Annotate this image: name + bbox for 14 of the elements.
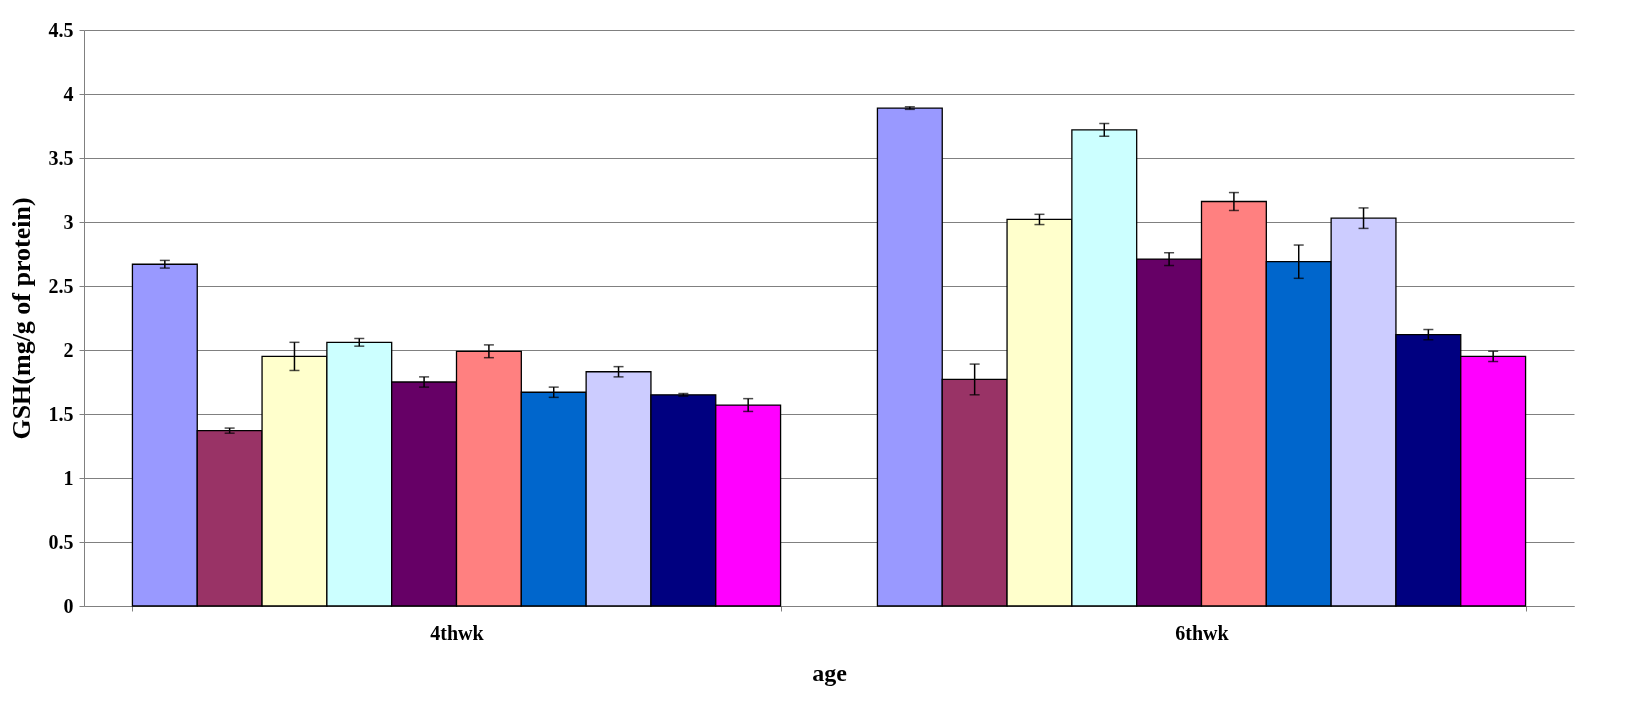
y-tick-label: 4.5	[48, 18, 74, 41]
y-tick-label: 1.5	[48, 402, 74, 425]
y-tick-label: 2.5	[48, 274, 74, 297]
y-tick-label: 4	[63, 82, 74, 105]
y-tick-label: 1	[63, 466, 74, 489]
y-tick-label: 3.5	[48, 146, 74, 169]
x-axis-title: age	[812, 659, 848, 686]
x-tick-label: 6thwk	[1175, 621, 1230, 644]
y-tick-label: 2	[63, 338, 74, 361]
y-tick-label: 3	[63, 210, 74, 233]
y-axis-title: GSH(mg/g of protein)	[6, 197, 36, 440]
y-tick-label: 0.5	[48, 530, 74, 553]
y-tick-label: 0	[63, 594, 74, 617]
x-tick-label: 4thwk	[430, 621, 485, 644]
